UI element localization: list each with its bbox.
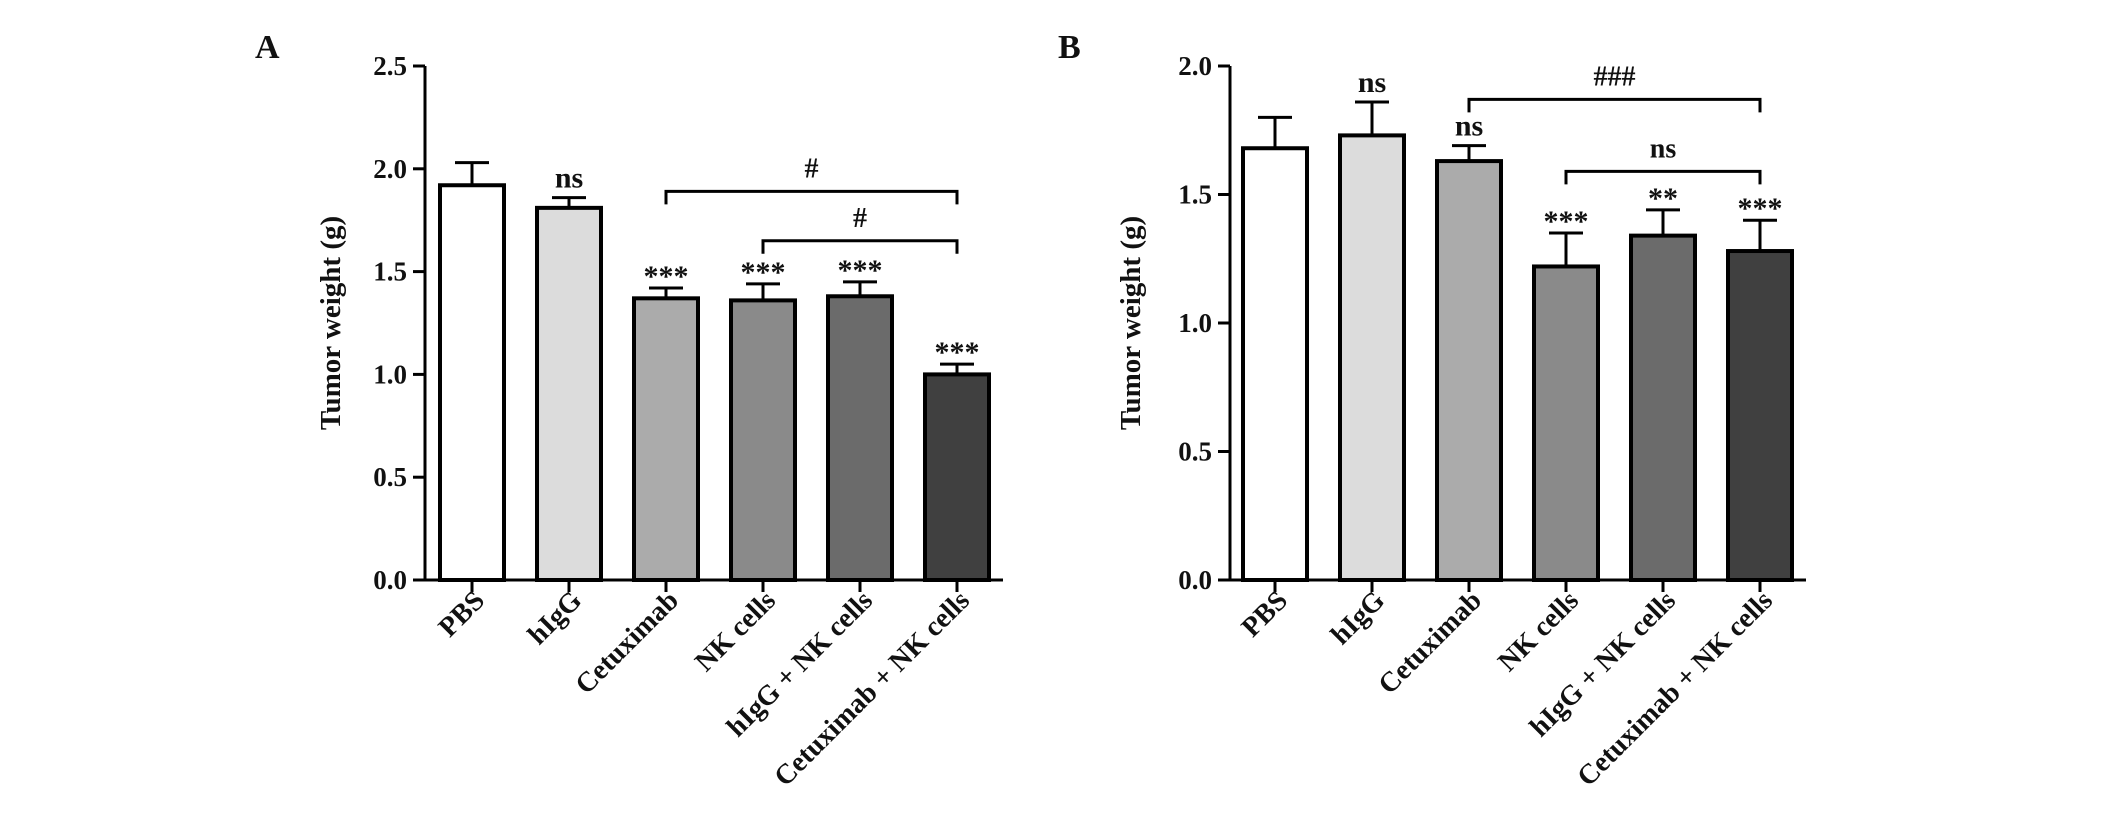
significance-label: ns: [1455, 110, 1483, 143]
x-tick-label: hIgG: [522, 585, 588, 651]
bar: [923, 372, 991, 582]
significance-label: ***: [741, 256, 786, 289]
bar: [729, 298, 797, 582]
x-tick-label: Cetuximab: [1373, 585, 1488, 700]
bar: [1629, 233, 1697, 582]
significance-label: **: [1648, 182, 1678, 215]
y-tick-label: 2.0: [1178, 51, 1212, 81]
panel-b: B 0.0 0.5 1.0 1.5 2.0 Tumor weight (g) PBS hIgG…: [1058, 29, 1806, 793]
y-axis-title: Tumor weight (g): [1115, 216, 1147, 430]
y-tick-label: 0.0: [373, 565, 407, 595]
significance-label: ***: [644, 260, 689, 293]
bar: [632, 296, 700, 582]
y-tick-label: 1.5: [373, 257, 407, 287]
x-tick-label: Cetuximab + NK cells: [768, 585, 976, 793]
y-tick-label: 1.0: [373, 359, 407, 389]
x-tick-label: PBS: [433, 585, 491, 643]
x-tick-label: Cetuximab: [570, 585, 685, 700]
bar: [535, 205, 603, 582]
bracket-label: #: [805, 153, 819, 184]
panel-b-label: B: [1058, 29, 1081, 66]
y-tick-label: 0.5: [373, 462, 407, 492]
y-tick-label: 2.5: [373, 51, 407, 81]
significance-label: ***: [935, 336, 980, 369]
y-tick-label: 0.0: [1178, 565, 1212, 595]
significance-label: ***: [1544, 205, 1589, 238]
x-tick-label: NK cells: [689, 585, 782, 678]
y-tick-label: 2.0: [373, 154, 407, 184]
comparison-bracket: [761, 239, 959, 254]
bar: [1338, 133, 1406, 582]
y-tick-label: 1.0: [1178, 308, 1212, 338]
bracket-label: ns: [1650, 133, 1677, 164]
significance-label: ***: [838, 254, 883, 287]
x-tick-label: PBS: [1236, 585, 1294, 643]
y-tick-label: 1.5: [1178, 180, 1212, 210]
bracket-label: ###: [1594, 61, 1636, 92]
bar: [438, 183, 506, 583]
comparison-bracket: [1467, 97, 1762, 113]
x-tick-label: NK cells: [1492, 585, 1585, 678]
comparison-bracket: [1564, 169, 1762, 185]
significance-label: ***: [1738, 192, 1783, 225]
y-tick-label: 0.5: [1178, 437, 1212, 467]
bracket-label: #: [853, 203, 867, 234]
bar: [826, 294, 894, 582]
bar: [1726, 249, 1794, 582]
significance-label: ns: [1358, 66, 1386, 99]
panel-a: A 0.0 0.5 1.0 1.5 2.0 2.5 Tumor weight (g) PBS h…: [255, 29, 1003, 793]
comparison-bracket: [664, 189, 959, 205]
bar: [1435, 159, 1503, 582]
significance-label: ns: [555, 162, 583, 195]
bar: [1241, 146, 1309, 583]
x-tick-label: hIgG: [1325, 585, 1391, 651]
panel-a-label: A: [255, 29, 280, 66]
y-axis-title: Tumor weight (g): [315, 216, 347, 430]
x-tick-label: Cetuximab + NK cells: [1571, 585, 1779, 793]
bar: [1532, 264, 1600, 582]
